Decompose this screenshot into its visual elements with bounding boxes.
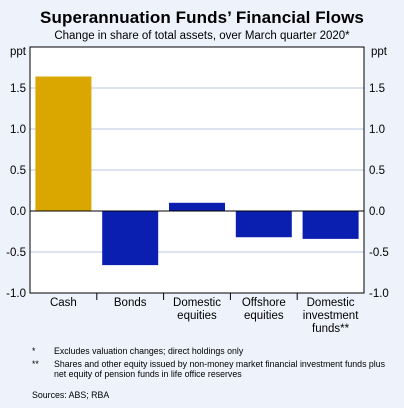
plot-frame bbox=[29, 46, 365, 294]
bar bbox=[169, 202, 225, 211]
footnotes: * Excludes valuation changes; direct hol… bbox=[32, 346, 397, 382]
category-label: Domestic bbox=[307, 297, 355, 309]
chart-title: Superannuation Funds’ Financial Flows bbox=[40, 8, 364, 27]
category-label: equities bbox=[244, 310, 284, 322]
y-tick-label-right: -0.5 bbox=[369, 247, 389, 259]
y-tick-label-right: 1.0 bbox=[369, 124, 385, 136]
sources-note: Sources: ABS; RBA bbox=[32, 390, 110, 400]
y-tick-label-left: 0.5 bbox=[10, 165, 26, 177]
y-tick-label-left: -1.0 bbox=[6, 288, 26, 300]
bar bbox=[235, 211, 292, 238]
category-label: investment bbox=[303, 310, 359, 322]
category-label: funds** bbox=[312, 323, 350, 335]
footnote-mark: ** bbox=[32, 358, 39, 369]
category-label: Offshore bbox=[242, 297, 286, 309]
footnote-mark: * bbox=[32, 346, 36, 356]
y-axis-unit-right: ppt bbox=[371, 46, 387, 58]
chart-subtitle: Change in share of total assets, over Ma… bbox=[54, 30, 350, 42]
y-tick-label-right: 0.5 bbox=[369, 165, 385, 177]
y-tick-label-right: 1.5 bbox=[369, 83, 385, 95]
footnote-row: ** Shares and other equity issued by non… bbox=[32, 359, 397, 380]
bar bbox=[102, 211, 159, 266]
y-tick-label-left: 0.0 bbox=[10, 206, 26, 218]
y-tick-label-right: 0.0 bbox=[369, 206, 385, 218]
y-tick-label-left: -0.5 bbox=[6, 247, 26, 259]
bar bbox=[302, 211, 359, 239]
bar bbox=[35, 76, 92, 212]
category-label: Cash bbox=[50, 297, 77, 309]
y-tick-label-left: 1.5 bbox=[10, 83, 26, 95]
footnote-row: * Excludes valuation changes; direct hol… bbox=[32, 346, 397, 357]
y-tick-label-left: 1.0 bbox=[10, 124, 26, 136]
y-axis-unit-left: ppt bbox=[10, 46, 26, 58]
category-label: Domestic bbox=[173, 297, 221, 309]
category-label: Bonds bbox=[114, 297, 147, 309]
footnote-text: Excludes valuation changes; direct holdi… bbox=[54, 346, 244, 356]
category-label: equities bbox=[177, 310, 217, 322]
y-tick-label-right: -1.0 bbox=[369, 288, 389, 300]
footnote-text: Shares and other equity issued by non-mo… bbox=[54, 358, 386, 380]
